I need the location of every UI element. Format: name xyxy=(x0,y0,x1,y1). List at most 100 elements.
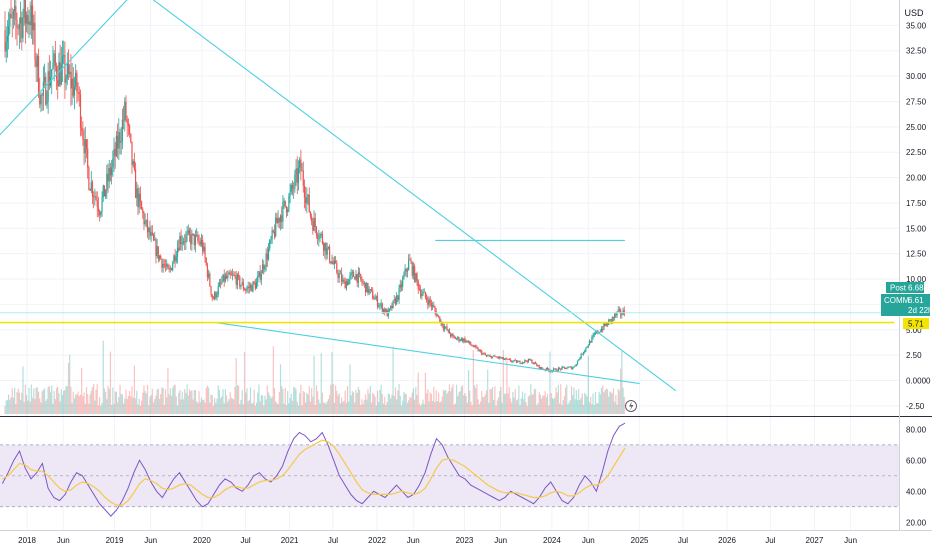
candle-body xyxy=(496,356,498,358)
candle-body xyxy=(330,261,332,264)
candle-body xyxy=(336,262,338,273)
volume-bar xyxy=(276,403,278,414)
volume-bar xyxy=(152,402,155,414)
trend-line[interactable] xyxy=(0,0,151,137)
candle-body xyxy=(321,234,324,244)
volume-bar xyxy=(582,404,585,414)
volume-bar xyxy=(483,396,485,414)
volume-bar xyxy=(604,390,606,414)
volume-bar xyxy=(252,402,254,414)
candle-body xyxy=(204,246,206,259)
candle-body xyxy=(241,282,243,286)
volume-bar xyxy=(541,398,543,414)
volume-bar xyxy=(167,368,169,414)
trend-line[interactable] xyxy=(216,322,640,385)
candle-body xyxy=(249,285,252,288)
candle-body xyxy=(500,357,502,359)
candle-body xyxy=(609,319,611,321)
volume-bar xyxy=(52,403,54,414)
candle-body xyxy=(47,71,49,102)
candle-body xyxy=(487,355,489,357)
candle-body xyxy=(590,341,592,343)
volume-bar xyxy=(530,384,532,414)
candle-body xyxy=(469,341,471,344)
volume-bar xyxy=(138,398,140,414)
volume-bar xyxy=(457,396,459,414)
volume-bar xyxy=(379,389,381,414)
volume-bar xyxy=(132,397,134,414)
volume-bar xyxy=(100,405,102,414)
candle-body xyxy=(272,230,274,232)
volume-bar xyxy=(623,396,625,414)
volume-bar xyxy=(358,389,361,414)
candle-body xyxy=(198,240,200,242)
candle-body xyxy=(600,328,603,332)
volume-layer xyxy=(4,340,625,414)
candle-body xyxy=(290,184,292,192)
candle-body xyxy=(460,338,462,341)
candle-body xyxy=(390,305,392,309)
volume-bar xyxy=(573,387,575,414)
volume-bar xyxy=(11,388,13,414)
volume-bar xyxy=(290,393,292,414)
candle-body xyxy=(46,101,48,105)
candle-body xyxy=(493,355,495,357)
currency-label[interactable]: USD xyxy=(904,8,924,18)
candle-body xyxy=(66,62,68,79)
candle-body xyxy=(214,292,216,299)
candle-body xyxy=(527,358,530,363)
candle-body xyxy=(194,235,197,246)
time-tick-label: Jul xyxy=(765,536,775,545)
volume-bar xyxy=(176,405,179,414)
candle-body xyxy=(302,170,304,186)
volume-bar xyxy=(294,387,296,414)
candle-body xyxy=(138,193,140,208)
volume-bar xyxy=(65,385,67,414)
volume-bar xyxy=(309,401,312,414)
price-tick-label: 22.50 xyxy=(906,148,927,157)
volume-bar xyxy=(114,391,116,414)
volume-bar xyxy=(491,387,494,414)
volume-bar xyxy=(306,392,308,414)
time-scale[interactable]: 2018 Jun 2019 Jun 2020 Jul 2021 Jul 2022 Jun 2023 J… xyxy=(18,536,857,545)
rsi-scale[interactable]: 80.00 60.00 40.00 20.00 xyxy=(906,425,927,527)
candle-body xyxy=(404,268,406,275)
time-tick-label: Jun xyxy=(582,536,595,545)
candle-body xyxy=(169,268,171,270)
volume-bar xyxy=(6,399,9,414)
candle-body xyxy=(296,168,298,183)
candle-body xyxy=(574,365,576,367)
candle-body xyxy=(340,273,343,282)
volume-bar xyxy=(39,398,41,414)
volume-bar xyxy=(459,391,461,414)
volume-bar xyxy=(529,395,531,414)
candle-body xyxy=(398,288,400,300)
volume-bar xyxy=(496,400,498,414)
trend-line[interactable] xyxy=(92,0,677,392)
trend-layer[interactable] xyxy=(0,0,899,392)
candle-body xyxy=(115,135,118,156)
time-tick-label: 2019 xyxy=(106,536,124,545)
candle-body xyxy=(119,132,121,143)
candle-layer[interactable] xyxy=(4,0,625,373)
candle-body xyxy=(535,362,537,365)
volume-bar xyxy=(438,392,440,414)
time-tick-label: 2021 xyxy=(281,536,299,545)
volume-bar xyxy=(151,388,153,414)
candle-body xyxy=(394,298,397,304)
volume-bar xyxy=(270,398,272,414)
events-marker[interactable] xyxy=(625,400,637,412)
lightning-icon xyxy=(629,401,634,411)
volume-bar xyxy=(231,398,234,414)
price-tick-label: 20.00 xyxy=(906,174,927,183)
volume-bar xyxy=(485,390,488,414)
candle-body xyxy=(85,139,88,149)
volume-bar xyxy=(484,394,486,414)
volume-bar xyxy=(25,395,28,414)
candle-body xyxy=(465,340,467,342)
candle-body xyxy=(446,326,448,331)
candle-body xyxy=(301,170,303,172)
volume-bar xyxy=(257,392,259,414)
volume-bar xyxy=(578,389,580,414)
